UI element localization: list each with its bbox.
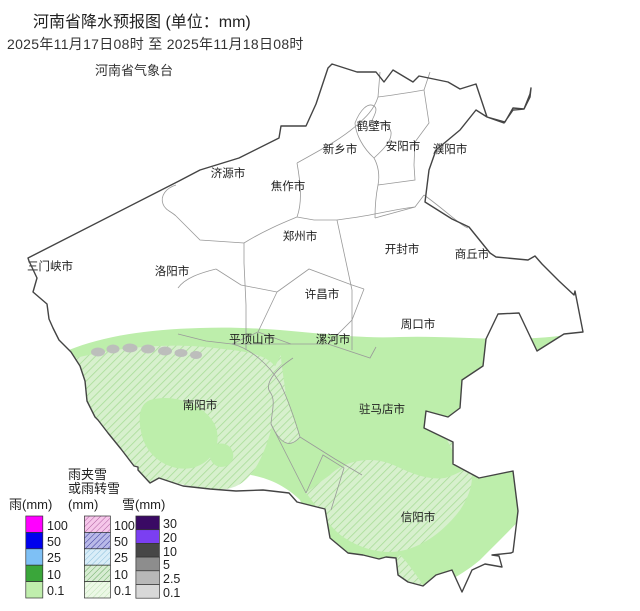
svg-text:郑州市: 郑州市 (283, 229, 318, 243)
svg-text:2.5: 2.5 (163, 572, 180, 586)
svg-text:洛阳市: 洛阳市 (155, 264, 190, 278)
svg-text:(mm): (mm) (68, 497, 98, 512)
svg-text:50: 50 (47, 535, 61, 549)
svg-text:南阳市: 南阳市 (183, 398, 218, 412)
svg-text:漯河市: 漯河市 (316, 332, 351, 346)
svg-text:安阳市: 安阳市 (386, 139, 421, 153)
svg-text:济源市: 济源市 (211, 166, 246, 180)
svg-text:雨(mm): 雨(mm) (9, 497, 52, 512)
svg-text:20: 20 (163, 531, 177, 545)
svg-text:30: 30 (163, 517, 177, 531)
svg-text:平顶山市: 平顶山市 (229, 332, 275, 346)
svg-text:雨夹雪: 雨夹雪 (68, 467, 107, 482)
svg-text:信阳市: 信阳市 (401, 510, 436, 524)
svg-text:许昌市: 许昌市 (305, 287, 340, 301)
svg-text:100: 100 (114, 519, 135, 533)
svg-text:周口市: 周口市 (401, 317, 436, 331)
svg-text:5: 5 (163, 558, 170, 572)
svg-text:10: 10 (114, 568, 128, 582)
svg-text:鹤壁市: 鹤壁市 (357, 119, 392, 133)
svg-text:开封市: 开封市 (385, 242, 420, 256)
svg-text:25: 25 (114, 551, 128, 565)
svg-text:10: 10 (163, 545, 177, 559)
svg-text:雪(mm): 雪(mm) (122, 497, 165, 512)
svg-text:10: 10 (47, 568, 61, 582)
svg-text:25: 25 (47, 551, 61, 565)
svg-text:商丘市: 商丘市 (455, 247, 490, 261)
svg-text:0.1: 0.1 (47, 584, 64, 598)
svg-text:0.1: 0.1 (114, 584, 131, 598)
svg-text:0.1: 0.1 (163, 586, 180, 600)
svg-text:焦作市: 焦作市 (271, 179, 306, 193)
svg-text:新乡市: 新乡市 (323, 142, 358, 156)
svg-text:驻马店市: 驻马店市 (359, 402, 405, 416)
svg-text:或雨转雪: 或雨转雪 (68, 481, 120, 496)
svg-text:50: 50 (114, 535, 128, 549)
svg-text:100: 100 (47, 519, 68, 533)
